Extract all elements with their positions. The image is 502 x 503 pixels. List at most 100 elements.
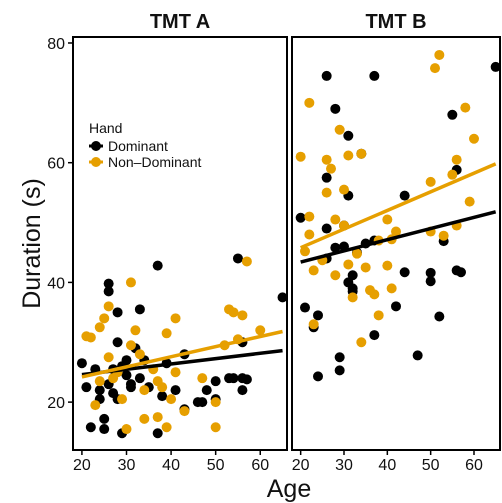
- point-tmt-b-non-dominant-26: [373, 310, 384, 321]
- point-tmt-a-dominant-28: [152, 428, 163, 439]
- point-tmt-a-dominant-1: [81, 382, 92, 393]
- point-tmt-b-dominant-35: [447, 109, 458, 120]
- point-tmt-a-non-dominant-3: [94, 376, 105, 387]
- point-tmt-b-dominant-27: [391, 301, 401, 312]
- point-tmt-b-non-dominant-16: [343, 150, 354, 161]
- x-tick-label-tmt-a-40: 40: [162, 457, 180, 474]
- point-tmt-b-dominant-26: [369, 330, 380, 341]
- legend: Hand Dominant Non–Dominant: [89, 120, 201, 170]
- point-tmt-b-non-dominant-17: [343, 259, 354, 270]
- panel-border-tmt-b: [291, 36, 501, 451]
- point-tmt-a-dominant-27: [152, 260, 163, 271]
- point-tmt-a-non-dominant-21: [157, 382, 168, 393]
- point-tmt-a-non-dominant-17: [139, 385, 150, 396]
- point-tmt-b-dominant-15: [343, 130, 354, 141]
- point-tmt-a-non-dominant-27: [179, 406, 190, 417]
- point-tmt-b-dominant-19: [347, 283, 358, 294]
- point-tmt-b-dominant-12: [334, 365, 345, 376]
- point-tmt-b-non-dominant-18: [347, 292, 358, 303]
- point-tmt-b-non-dominant-13: [334, 124, 345, 135]
- point-tmt-a-non-dominant-28: [197, 373, 208, 384]
- point-tmt-b-non-dominant-40: [460, 102, 471, 113]
- y-axis-title: Duration (s): [18, 178, 46, 309]
- point-tmt-b-dominant-11: [334, 352, 345, 363]
- x-tick-label-tmt-b-60: 60: [465, 457, 483, 474]
- point-tmt-b-non-dominant-41: [464, 196, 475, 207]
- point-tmt-b-dominant-30: [412, 350, 423, 361]
- trend-line-tmt-a-non-dominant: [81, 329, 283, 379]
- y-tick-label-40: 40: [47, 275, 65, 292]
- point-tmt-b-dominant-28: [399, 190, 410, 201]
- x-tick-label-tmt-a-60: 60: [251, 457, 269, 474]
- point-tmt-a-dominant-13: [112, 307, 123, 318]
- point-tmt-b-dominant-10: [330, 242, 341, 253]
- point-tmt-b-dominant-24: [369, 70, 380, 81]
- point-tmt-a-non-dominant-24: [166, 394, 177, 405]
- point-tmt-b-non-dominant-34: [430, 63, 440, 74]
- point-tmt-b-non-dominant-35: [434, 49, 445, 60]
- x-axis-title: Age: [267, 475, 311, 503]
- point-tmt-a-dominant-19: [121, 370, 132, 381]
- legend-label-dominant: Dominant: [108, 138, 168, 154]
- point-tmt-b-dominant-3: [313, 310, 323, 321]
- point-tmt-a-dominant-6: [99, 413, 110, 424]
- point-tmt-a-non-dominant-4: [94, 322, 105, 333]
- point-tmt-b-dominant-39: [490, 61, 500, 72]
- point-tmt-b-non-dominant-36: [438, 230, 449, 241]
- point-tmt-b-non-dominant-39: [451, 154, 462, 165]
- point-tmt-a-non-dominant-36: [241, 256, 252, 267]
- point-tmt-b-dominant-6: [321, 172, 332, 183]
- panel-title-tmt-a: TMT A: [150, 11, 210, 33]
- point-tmt-a-dominant-24: [134, 304, 145, 315]
- point-tmt-a-dominant-15: [112, 337, 123, 348]
- point-tmt-b-dominant-7: [321, 223, 332, 234]
- point-tmt-a-non-dominant-23: [161, 422, 172, 433]
- point-tmt-a-non-dominant-26: [170, 367, 181, 378]
- point-tmt-a-non-dominant-5: [99, 313, 110, 324]
- point-tmt-a-dominant-43: [237, 385, 248, 396]
- x-tick-label-tmt-b-50: 50: [422, 457, 440, 474]
- point-tmt-b-dominant-29: [399, 267, 410, 278]
- point-tmt-b-non-dominant-9: [321, 187, 332, 198]
- point-tmt-a-non-dominant-1: [85, 332, 96, 343]
- point-tmt-a-non-dominant-13: [125, 277, 136, 288]
- point-tmt-a-non-dominant-33: [228, 307, 239, 318]
- point-tmt-b-dominant-9: [330, 103, 341, 114]
- point-tmt-b-non-dominant-10: [326, 163, 336, 174]
- point-tmt-a-non-dominant-10: [117, 394, 128, 405]
- point-tmt-b-non-dominant-3: [304, 229, 315, 240]
- point-tmt-b-dominant-0: [295, 212, 306, 223]
- point-tmt-b-dominant-4: [313, 371, 323, 382]
- point-tmt-a-non-dominant-16: [139, 413, 150, 424]
- trend-line-tmt-b-non-dominant: [299, 162, 497, 250]
- point-tmt-a-dominant-31: [170, 385, 181, 396]
- point-tmt-a-non-dominant-15: [134, 349, 145, 360]
- point-tmt-b-non-dominant-4: [304, 211, 315, 222]
- point-tmt-a-dominant-35: [197, 397, 208, 408]
- panel-title-tmt-b: TMT B: [365, 11, 426, 33]
- point-tmt-a-non-dominant-22: [161, 328, 172, 339]
- point-tmt-b-non-dominant-28: [382, 214, 393, 225]
- point-tmt-b-dominant-1: [300, 302, 310, 313]
- point-tmt-a-non-dominant-11: [121, 424, 132, 435]
- point-tmt-a-dominant-21: [125, 382, 136, 393]
- point-tmt-a-non-dominant-30: [210, 422, 221, 433]
- point-tmt-b-non-dominant-27: [382, 260, 393, 271]
- point-tmt-a-non-dominant-2: [90, 400, 101, 411]
- point-tmt-b-non-dominant-31: [391, 226, 401, 237]
- legend-entry-dominant: Dominant: [89, 138, 168, 154]
- point-tmt-b-non-dominant-20: [356, 337, 367, 348]
- x-tick-label-tmt-a-50: 50: [207, 457, 225, 474]
- point-tmt-a-dominant-9: [103, 278, 114, 289]
- point-tmt-b-non-dominant-6: [308, 319, 319, 330]
- point-tmt-b-non-dominant-0: [295, 151, 306, 162]
- point-tmt-a-dominant-8: [103, 286, 114, 297]
- point-tmt-b-non-dominant-8: [321, 154, 332, 165]
- legend-label-non-dominant: Non–Dominant: [108, 154, 201, 170]
- point-tmt-b-non-dominant-21: [356, 148, 367, 159]
- point-tmt-b-dominant-5: [321, 70, 332, 81]
- point-tmt-b-non-dominant-19: [352, 248, 362, 259]
- legend-entry-non-dominant: Non–Dominant: [89, 154, 201, 170]
- panel-marks-tmt-b: [295, 49, 500, 382]
